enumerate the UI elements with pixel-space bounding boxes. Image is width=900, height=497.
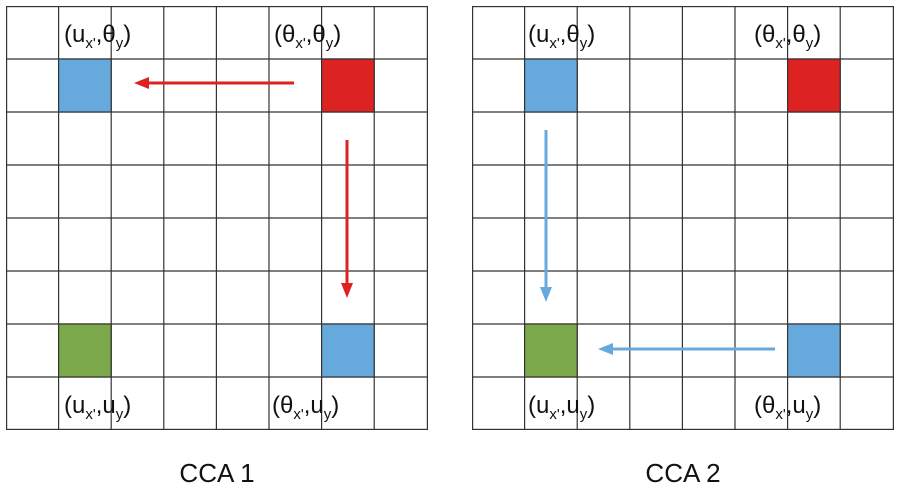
cca1-label-bottom-right: (θx',uy)	[272, 392, 340, 423]
cca1-arrow-horizontal	[134, 77, 294, 89]
cca2-cell-bottom-right	[787, 323, 841, 378]
cca2-title: CCA 2	[645, 458, 721, 488]
cca1-panel: (ux',θy) (θx',θy) (ux',uy) (θx',uy)	[6, 6, 428, 430]
cca2-label-top-left: (ux',θy)	[528, 21, 596, 52]
cca1-cell-bottom-right	[321, 323, 375, 378]
cca1-cell-top-left	[57, 58, 112, 113]
cca2-arrow-vertical	[540, 130, 552, 302]
cca2-cell-top-left	[523, 58, 578, 113]
cca1-grid	[6, 6, 428, 430]
cca2-label-top-right: (θx',θy)	[754, 21, 822, 52]
cca1-cell-bottom-left	[57, 323, 112, 378]
cca2-cell-top-right	[787, 58, 841, 113]
cca2-label-bottom-right: (θx',uy)	[754, 392, 822, 423]
cca2-cell-bottom-left	[523, 323, 578, 378]
cca2-arrow-horizontal	[598, 343, 775, 355]
cca1-cell-top-right	[321, 58, 375, 113]
cca1-label-bottom-left: (ux',uy)	[64, 392, 132, 423]
cca1-label-top-left: (ux',θy)	[64, 21, 132, 52]
cca2-label-bottom-left: (ux',uy)	[528, 392, 596, 423]
cca1-title: CCA 1	[179, 458, 255, 488]
cca1-label-top-right: (θx',θy)	[274, 21, 342, 52]
cca2-panel: (ux',θy) (θx',θy) (ux',uy) (θx',uy)	[472, 6, 894, 430]
cca1-arrow-vertical	[341, 140, 353, 298]
cca2-grid	[472, 6, 894, 430]
